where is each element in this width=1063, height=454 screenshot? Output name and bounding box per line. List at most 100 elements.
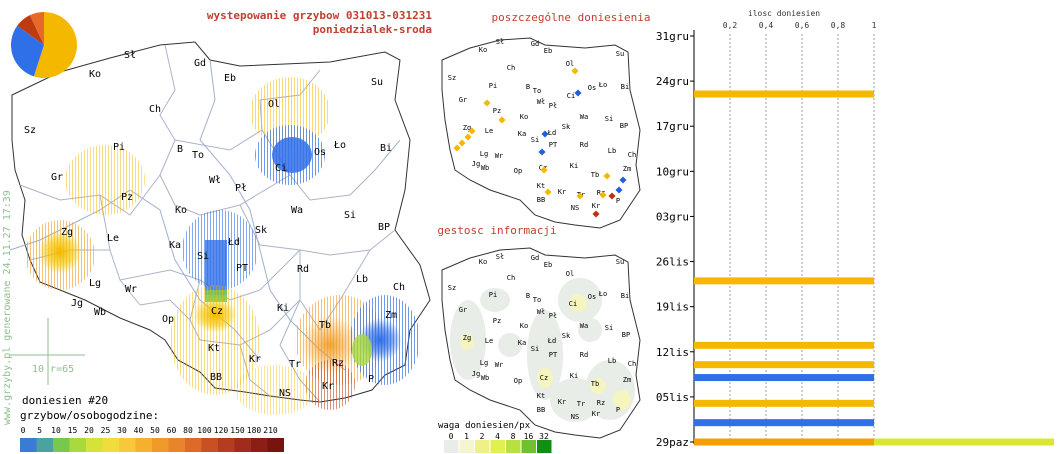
- timeline-bar: [694, 277, 874, 285]
- city-label: B: [177, 144, 183, 155]
- timeline-bar: [694, 419, 874, 427]
- density-legend-swatch: [490, 440, 505, 453]
- city-label: Ło: [333, 140, 346, 151]
- colorscale-swatch: [53, 438, 70, 452]
- city-label: Ki: [277, 303, 289, 314]
- city-label: Os: [588, 293, 596, 301]
- colorscale-tick: 10: [51, 426, 61, 435]
- timeline-bar: [694, 374, 874, 382]
- colorscale-tick: 120: [214, 426, 229, 435]
- city-label: Eb: [544, 261, 552, 269]
- city-label: Si: [605, 115, 613, 123]
- city-label: Wb: [481, 164, 489, 172]
- city-label: Wb: [481, 374, 489, 382]
- city-label: Zg: [463, 124, 471, 132]
- city-label: Sk: [562, 123, 571, 131]
- main-map-labels: Sł Gd Ko Eb Su Ol Ch Sz Pi B To Os Ło Bi Ci Gr Wł Pł Pz Ko W…: [24, 50, 405, 399]
- timeline-y-tick: 19lis: [656, 301, 689, 314]
- city-label: Pi: [113, 142, 125, 153]
- reports-count: doniesien #20: [22, 394, 108, 407]
- city-label: NS: [571, 204, 579, 212]
- city-label: Ło: [598, 290, 607, 298]
- heatmap-blobs: [25, 77, 420, 415]
- city-label: Sł: [496, 253, 504, 261]
- colorscale-swatch: [69, 438, 86, 452]
- colorscale-tick: 20: [84, 426, 94, 435]
- colorscale-swatch: [36, 438, 53, 452]
- city-label: NS: [571, 413, 579, 421]
- density-legend-tick: 8: [511, 432, 516, 441]
- reports-map: Sł Gd Ko Eb Su Ol Ch Sz Pi B To Os Ło Bi Ci Gr Wł Pł Pz Ko W…: [441, 37, 641, 229]
- colorscale-tick: 30: [117, 426, 127, 435]
- density-map: Sł Gd Ko Eb Su Ol Ch Sz Pi B To Os Ło Bi Ci Gr Wł Pł Pz Ko W…: [441, 247, 641, 439]
- city-label: Ch: [393, 282, 405, 293]
- city-label: Zg: [61, 227, 73, 238]
- city-label: Kr: [249, 354, 261, 365]
- scale-marker: 10 r=65: [10, 318, 85, 385]
- colorscale-swatch: [119, 438, 136, 452]
- pie-slice: [33, 12, 77, 78]
- city-label: Rd: [297, 264, 309, 275]
- city-label: Wa: [580, 322, 588, 330]
- city-label: Wł: [209, 175, 221, 186]
- city-label: Bi: [621, 83, 629, 91]
- city-label: Rz: [597, 189, 605, 197]
- city-label: Gd: [194, 58, 206, 69]
- city-label: Tr: [577, 400, 585, 408]
- city-label: P: [616, 406, 620, 414]
- city-label: Eb: [544, 47, 552, 55]
- city-label: BB: [537, 406, 545, 414]
- city-label: P: [616, 197, 620, 205]
- density-legend-swatch: [444, 440, 459, 453]
- city-label: Ch: [149, 104, 161, 115]
- colorscale-swatch: [102, 438, 119, 452]
- report-dot: [574, 89, 582, 97]
- density-legend-swatch: [459, 440, 474, 453]
- city-label: Ol: [268, 99, 280, 110]
- city-label: Gd: [531, 254, 539, 262]
- city-label: Lg: [480, 359, 488, 367]
- timeline-bar: [694, 438, 874, 446]
- city-label: Kt: [537, 182, 545, 190]
- report-dot: [538, 148, 546, 156]
- timeline-title: ilosc doniesien: [748, 9, 820, 18]
- city-label: Wa: [580, 113, 588, 121]
- map-subtitle: poniedzialek-sroda: [313, 23, 432, 36]
- city-label: Si: [197, 251, 209, 262]
- colorscale-swatch: [201, 438, 218, 452]
- density-panel-title: gestosc informacji: [437, 224, 556, 237]
- colorscale-tick: 15: [68, 426, 78, 435]
- report-dot: [540, 166, 548, 174]
- colorscale-tick: 5: [37, 426, 42, 435]
- city-label: Kr: [322, 381, 334, 392]
- city-label: Sk: [255, 225, 267, 236]
- colorscale-tick: 50: [150, 426, 160, 435]
- city-label: Bi: [380, 143, 392, 154]
- timeline-y-tick: 05lis: [656, 391, 689, 404]
- density-legend-swatch: [475, 440, 490, 453]
- city-label: Su: [616, 50, 624, 58]
- city-label: Rz: [332, 358, 344, 369]
- city-label: Rd: [580, 351, 588, 359]
- city-label: Ch: [507, 64, 515, 72]
- city-label: Sk: [562, 332, 571, 340]
- report-dot: [468, 127, 476, 135]
- timeline-y-tick: 03gru: [656, 210, 689, 223]
- city-label: Le: [485, 337, 493, 345]
- report-dot: [483, 99, 491, 107]
- city-label: Pi: [489, 82, 497, 90]
- city-label: Os: [314, 147, 326, 158]
- timeline-x-tick: 1: [872, 21, 877, 30]
- city-label: Jg: [71, 298, 83, 309]
- report-dot: [498, 116, 506, 124]
- report-dot: [458, 139, 466, 147]
- city-label: Sł: [124, 50, 136, 61]
- colorscale-tick: 60: [167, 426, 177, 435]
- city-label: Cz: [540, 374, 548, 382]
- city-label: PT: [236, 263, 248, 274]
- city-label: Cz: [211, 306, 223, 317]
- city-label: Ci: [567, 92, 575, 100]
- city-label: Le: [485, 127, 493, 135]
- city-label: Ch: [628, 360, 636, 368]
- colorscale-tick: 100: [197, 426, 212, 435]
